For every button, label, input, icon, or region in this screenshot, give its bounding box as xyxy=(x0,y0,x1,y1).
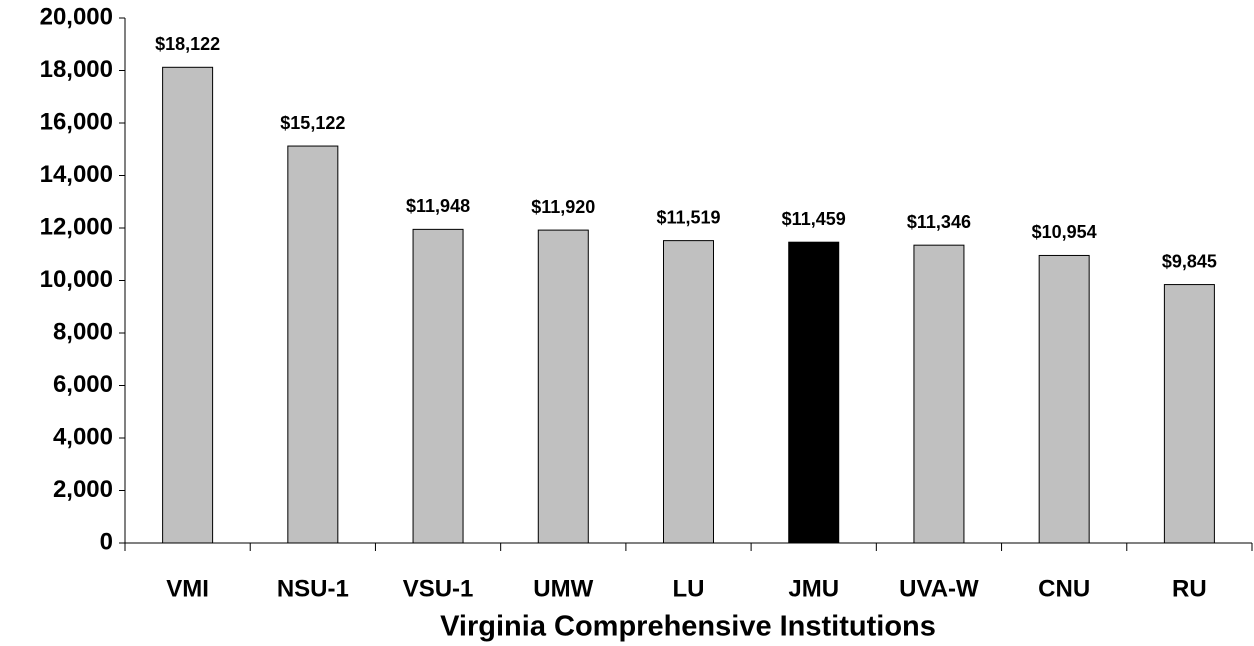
y-tick-label: 14,000 xyxy=(40,161,113,188)
y-tick-label: 2,000 xyxy=(53,476,113,503)
bar xyxy=(412,228,464,544)
y-tick-label: 10,000 xyxy=(40,266,113,293)
y-tick-label: 20,000 xyxy=(40,3,113,30)
value-label: $11,459 xyxy=(782,209,846,229)
y-tick-label: 12,000 xyxy=(40,213,113,240)
value-label: $10,954 xyxy=(1032,222,1097,242)
x-tick-label: UVA-W xyxy=(899,575,979,602)
bar xyxy=(537,229,589,544)
value-label: $11,920 xyxy=(531,197,595,217)
y-tick-label: 0 xyxy=(100,528,113,555)
y-tick-label: 18,000 xyxy=(40,56,113,83)
x-tick-label: UMW xyxy=(533,575,593,602)
x-tick-label: JMU xyxy=(788,575,839,602)
bar xyxy=(788,241,840,544)
value-label: $11,346 xyxy=(907,212,971,232)
bar xyxy=(162,66,214,544)
value-label: $9,845 xyxy=(1162,251,1217,271)
x-tick-label: LU xyxy=(673,575,705,602)
bar xyxy=(663,240,714,544)
x-tick-label: NSU-1 xyxy=(277,575,349,602)
y-tick-label: 6,000 xyxy=(53,371,113,398)
bar xyxy=(913,244,965,544)
x-axis-title: Virginia Comprehensive Institutions xyxy=(440,611,936,643)
x-tick-label: VMI xyxy=(166,575,209,602)
bar xyxy=(1163,284,1215,544)
bar xyxy=(287,145,339,544)
y-tick-label: 16,000 xyxy=(40,108,113,135)
y-tick-label: 4,000 xyxy=(53,423,113,450)
x-tick-label: RU xyxy=(1172,575,1207,602)
value-label: $11,519 xyxy=(656,207,720,227)
value-label: $11,948 xyxy=(406,196,470,216)
y-tick-label: 8,000 xyxy=(53,318,113,345)
bar xyxy=(1038,254,1090,544)
value-label: $15,122 xyxy=(280,113,345,133)
value-label: $18,122 xyxy=(155,34,220,54)
x-tick-label: CNU xyxy=(1038,575,1090,602)
x-tick-label: VSU-1 xyxy=(403,575,474,602)
